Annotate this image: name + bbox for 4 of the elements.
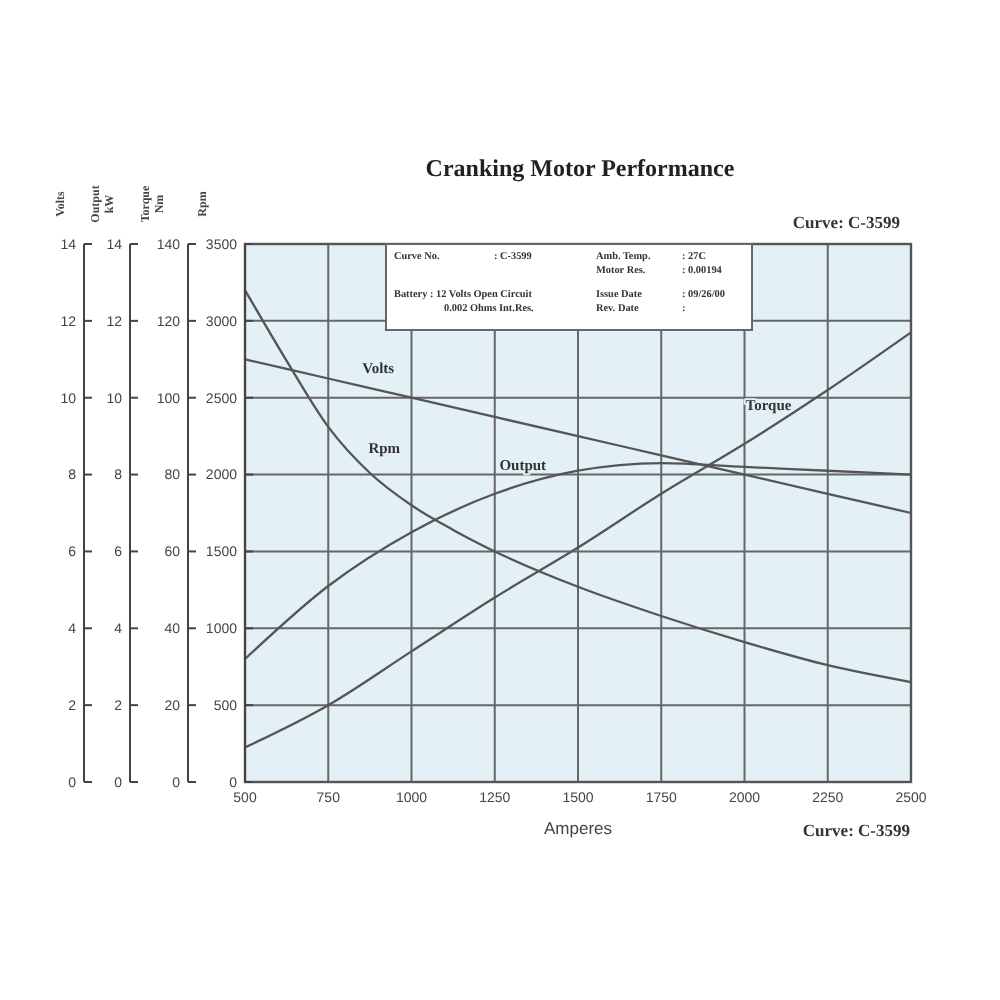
x-axis-title: Amperes (543, 818, 613, 838)
chart-title: Cranking Motor Performance (425, 154, 736, 182)
text: Curve: C-3599 (802, 820, 910, 840)
text: Curve: C-3599 (792, 212, 900, 232)
